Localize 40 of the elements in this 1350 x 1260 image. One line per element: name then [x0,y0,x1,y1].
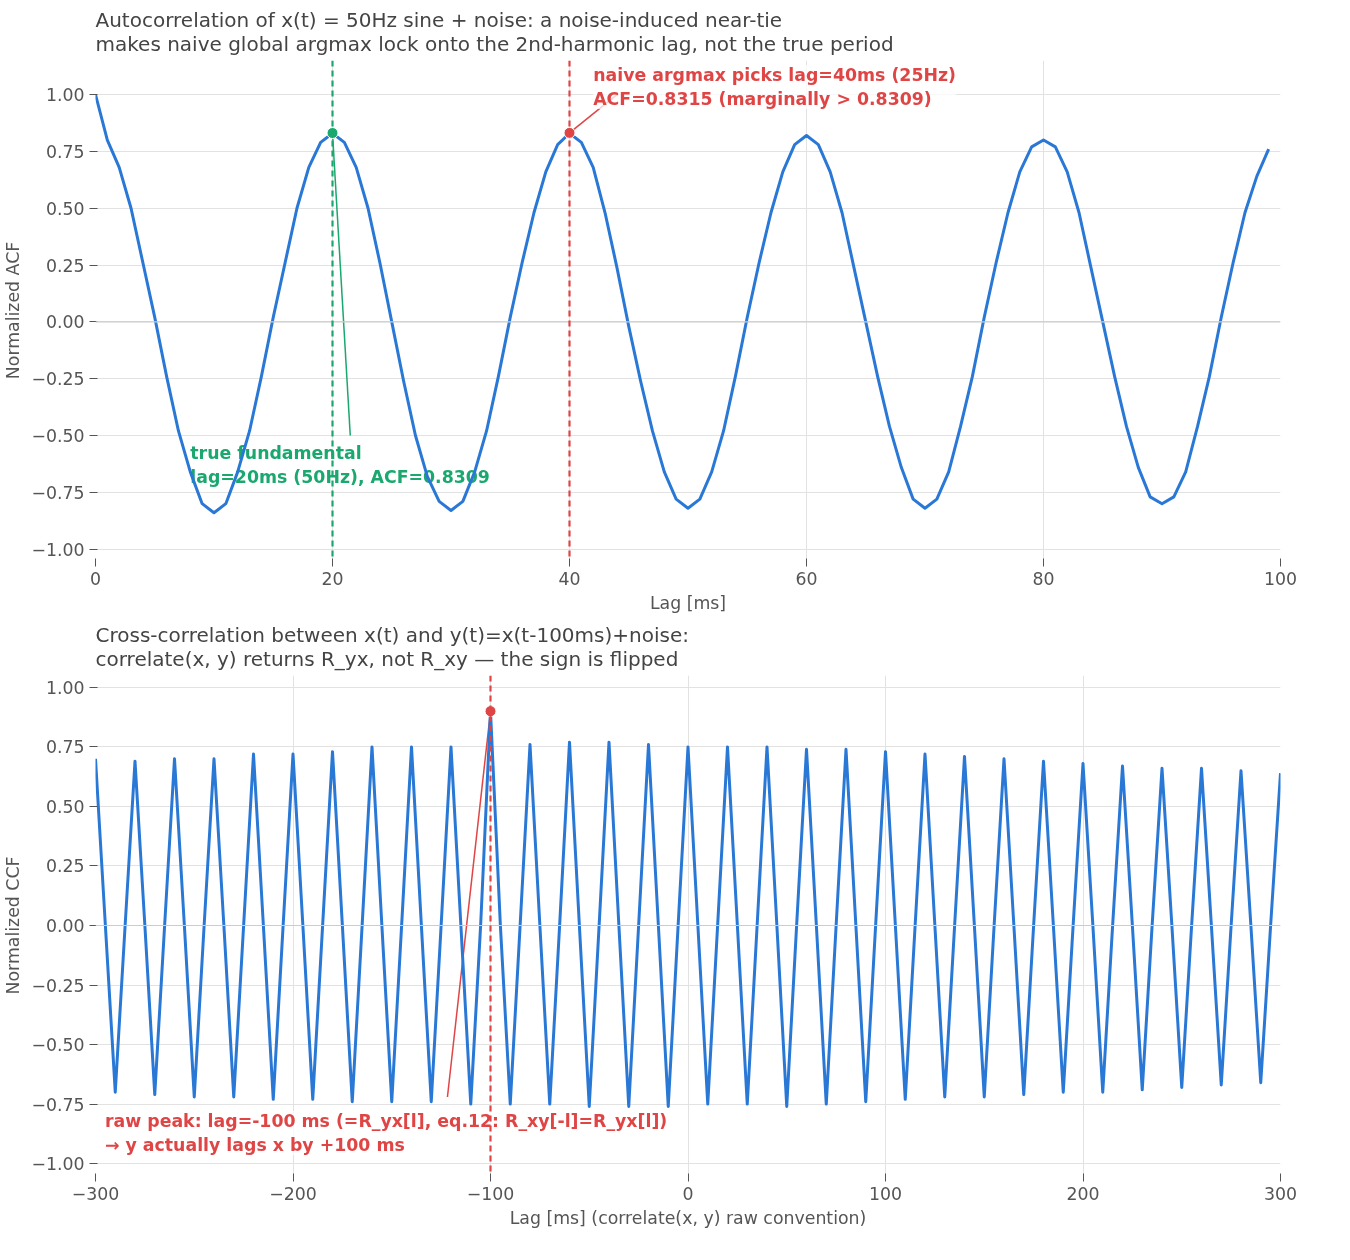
y-tick-label: 0.25 [45,255,85,276]
x-tick-label: −100 [466,1183,515,1204]
y-axis-title: Normalized CCF [3,856,24,995]
x-tick-label: 100 [868,1183,903,1204]
annotation: raw peak: lag=-100 ms (=R_yx[l], eq.12: R_xy[-l]=R_yx[l]) → y actually lags x by +100 ms [104,1111,668,1155]
x-tick-label: 0 [682,1183,694,1204]
y-tick-label: 0.00 [45,916,85,936]
y-axis-title: Normalized ACF [3,241,24,380]
y-tick-label: 0.75 [45,141,85,162]
y-tick-label: −1.00 [31,1154,85,1175]
x-tick-label: −200 [269,1183,317,1204]
y-tick-label: 0.00 [45,312,85,333]
y-tick-label: −0.75 [31,482,85,503]
x-tick-label: 60 [795,568,818,589]
line-series [95,93,1271,515]
chart-title: Cross-correlation between x(t) and y(t)=x(t-100ms)+noise: correlate(x, y) returns R_yx, not R_xy — the sign is flipped [95,622,689,671]
y-tick-label: 0.25 [45,856,85,877]
x-tick-label: 200 [1066,1183,1100,1204]
x-tick-label: 20 [321,568,344,589]
y-tick-label: −1.00 [31,539,85,560]
x-tick-label: 40 [558,568,581,589]
chart-title: Autocorrelation of x(t) = 50Hz sine + noise: a noise-induced near-tie makes naive global argmax lock onto the 2nd-harmonic lag, not the true period [95,7,894,56]
y-tick-label: −0.50 [31,426,85,446]
annotation: naive argmax picks lag=40ms (25Hz) ACF=0.8315 (marginally > 0.8309) [593,65,956,109]
y-tick-label: −0.75 [31,1094,85,1115]
x-axis-title: Lag [ms] (correlate(x, y) raw convention) [509,1207,867,1228]
y-tick-label: 0.50 [45,796,85,817]
x-tick-label: 100 [1263,568,1298,589]
x-tick-label: 300 [1263,1183,1298,1204]
y-tick-label: 0.75 [45,737,85,758]
x-tick-label: 0 [89,568,102,589]
y-tick-label: −0.25 [31,975,85,996]
y-tick-label: 1.00 [45,85,85,106]
y-tick-label: −0.25 [31,369,85,390]
x-tick-label: 80 [1032,568,1055,589]
y-tick-label: 1.00 [45,677,85,698]
x-tick-label: −300 [71,1183,120,1204]
y-tick-label: 0.50 [45,198,85,219]
x-axis-title: Lag [ms] [649,592,727,613]
y-tick-label: −0.50 [31,1035,85,1056]
